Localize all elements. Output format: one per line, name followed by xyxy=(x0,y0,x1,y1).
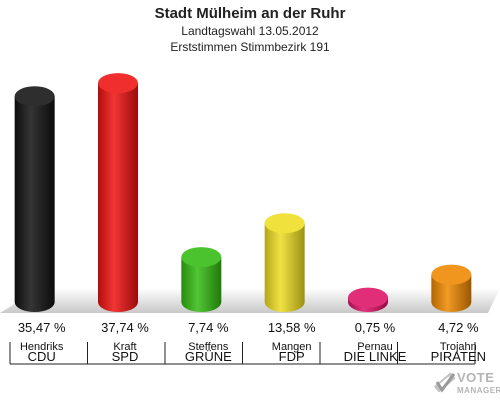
bar-top-piraten xyxy=(431,264,472,285)
chart-subtitle: Landtagswahl 13.05.2012 xyxy=(181,24,319,38)
chart-subtitle-2: Erststimmen Stimmbezirk 191 xyxy=(170,40,330,54)
party-label: GRÜNE xyxy=(185,349,232,364)
bar-grüne xyxy=(181,257,222,312)
vote-manager-logo-icon xyxy=(434,372,456,393)
value-label: 35,47 % xyxy=(18,320,66,335)
candidate-label: Mangen xyxy=(272,341,312,353)
bar-top-die-linke xyxy=(348,287,388,308)
candidate-label: Kraft xyxy=(113,341,136,353)
bar-top-cdu xyxy=(14,86,55,107)
bar-top-fdp xyxy=(264,213,305,234)
candidate-label: Steffens xyxy=(188,341,229,353)
bar-spd xyxy=(98,83,138,312)
value-label: 0,75 % xyxy=(355,320,396,335)
value-label: 13,58 % xyxy=(268,320,316,335)
bar-piraten xyxy=(431,274,472,312)
bar-top-grüne xyxy=(181,247,222,268)
party-label: DIE LINKE xyxy=(344,349,407,364)
party-label: CDU xyxy=(28,349,56,364)
party-label: SPD xyxy=(112,349,139,364)
logo-line-1: VOTE xyxy=(457,370,495,385)
chart-floor xyxy=(0,288,500,313)
party-label: PIRATEN xyxy=(431,349,486,364)
bar-top-spd xyxy=(98,73,138,94)
candidate-label: Pernau xyxy=(357,341,392,353)
value-label: 37,74 % xyxy=(101,320,149,335)
candidate-label: Hendriks xyxy=(20,341,64,353)
party-label: FDP xyxy=(279,349,305,364)
value-label: 7,74 % xyxy=(188,320,229,335)
value-label: 4,72 % xyxy=(438,320,479,335)
bar-cdu xyxy=(14,96,55,312)
bar-fdp xyxy=(264,223,305,312)
candidate-label: Trojahn xyxy=(440,341,477,353)
chart-title: Stadt Mülheim an der Ruhr xyxy=(154,5,346,22)
logo-line-2: MANAGER xyxy=(457,386,500,395)
